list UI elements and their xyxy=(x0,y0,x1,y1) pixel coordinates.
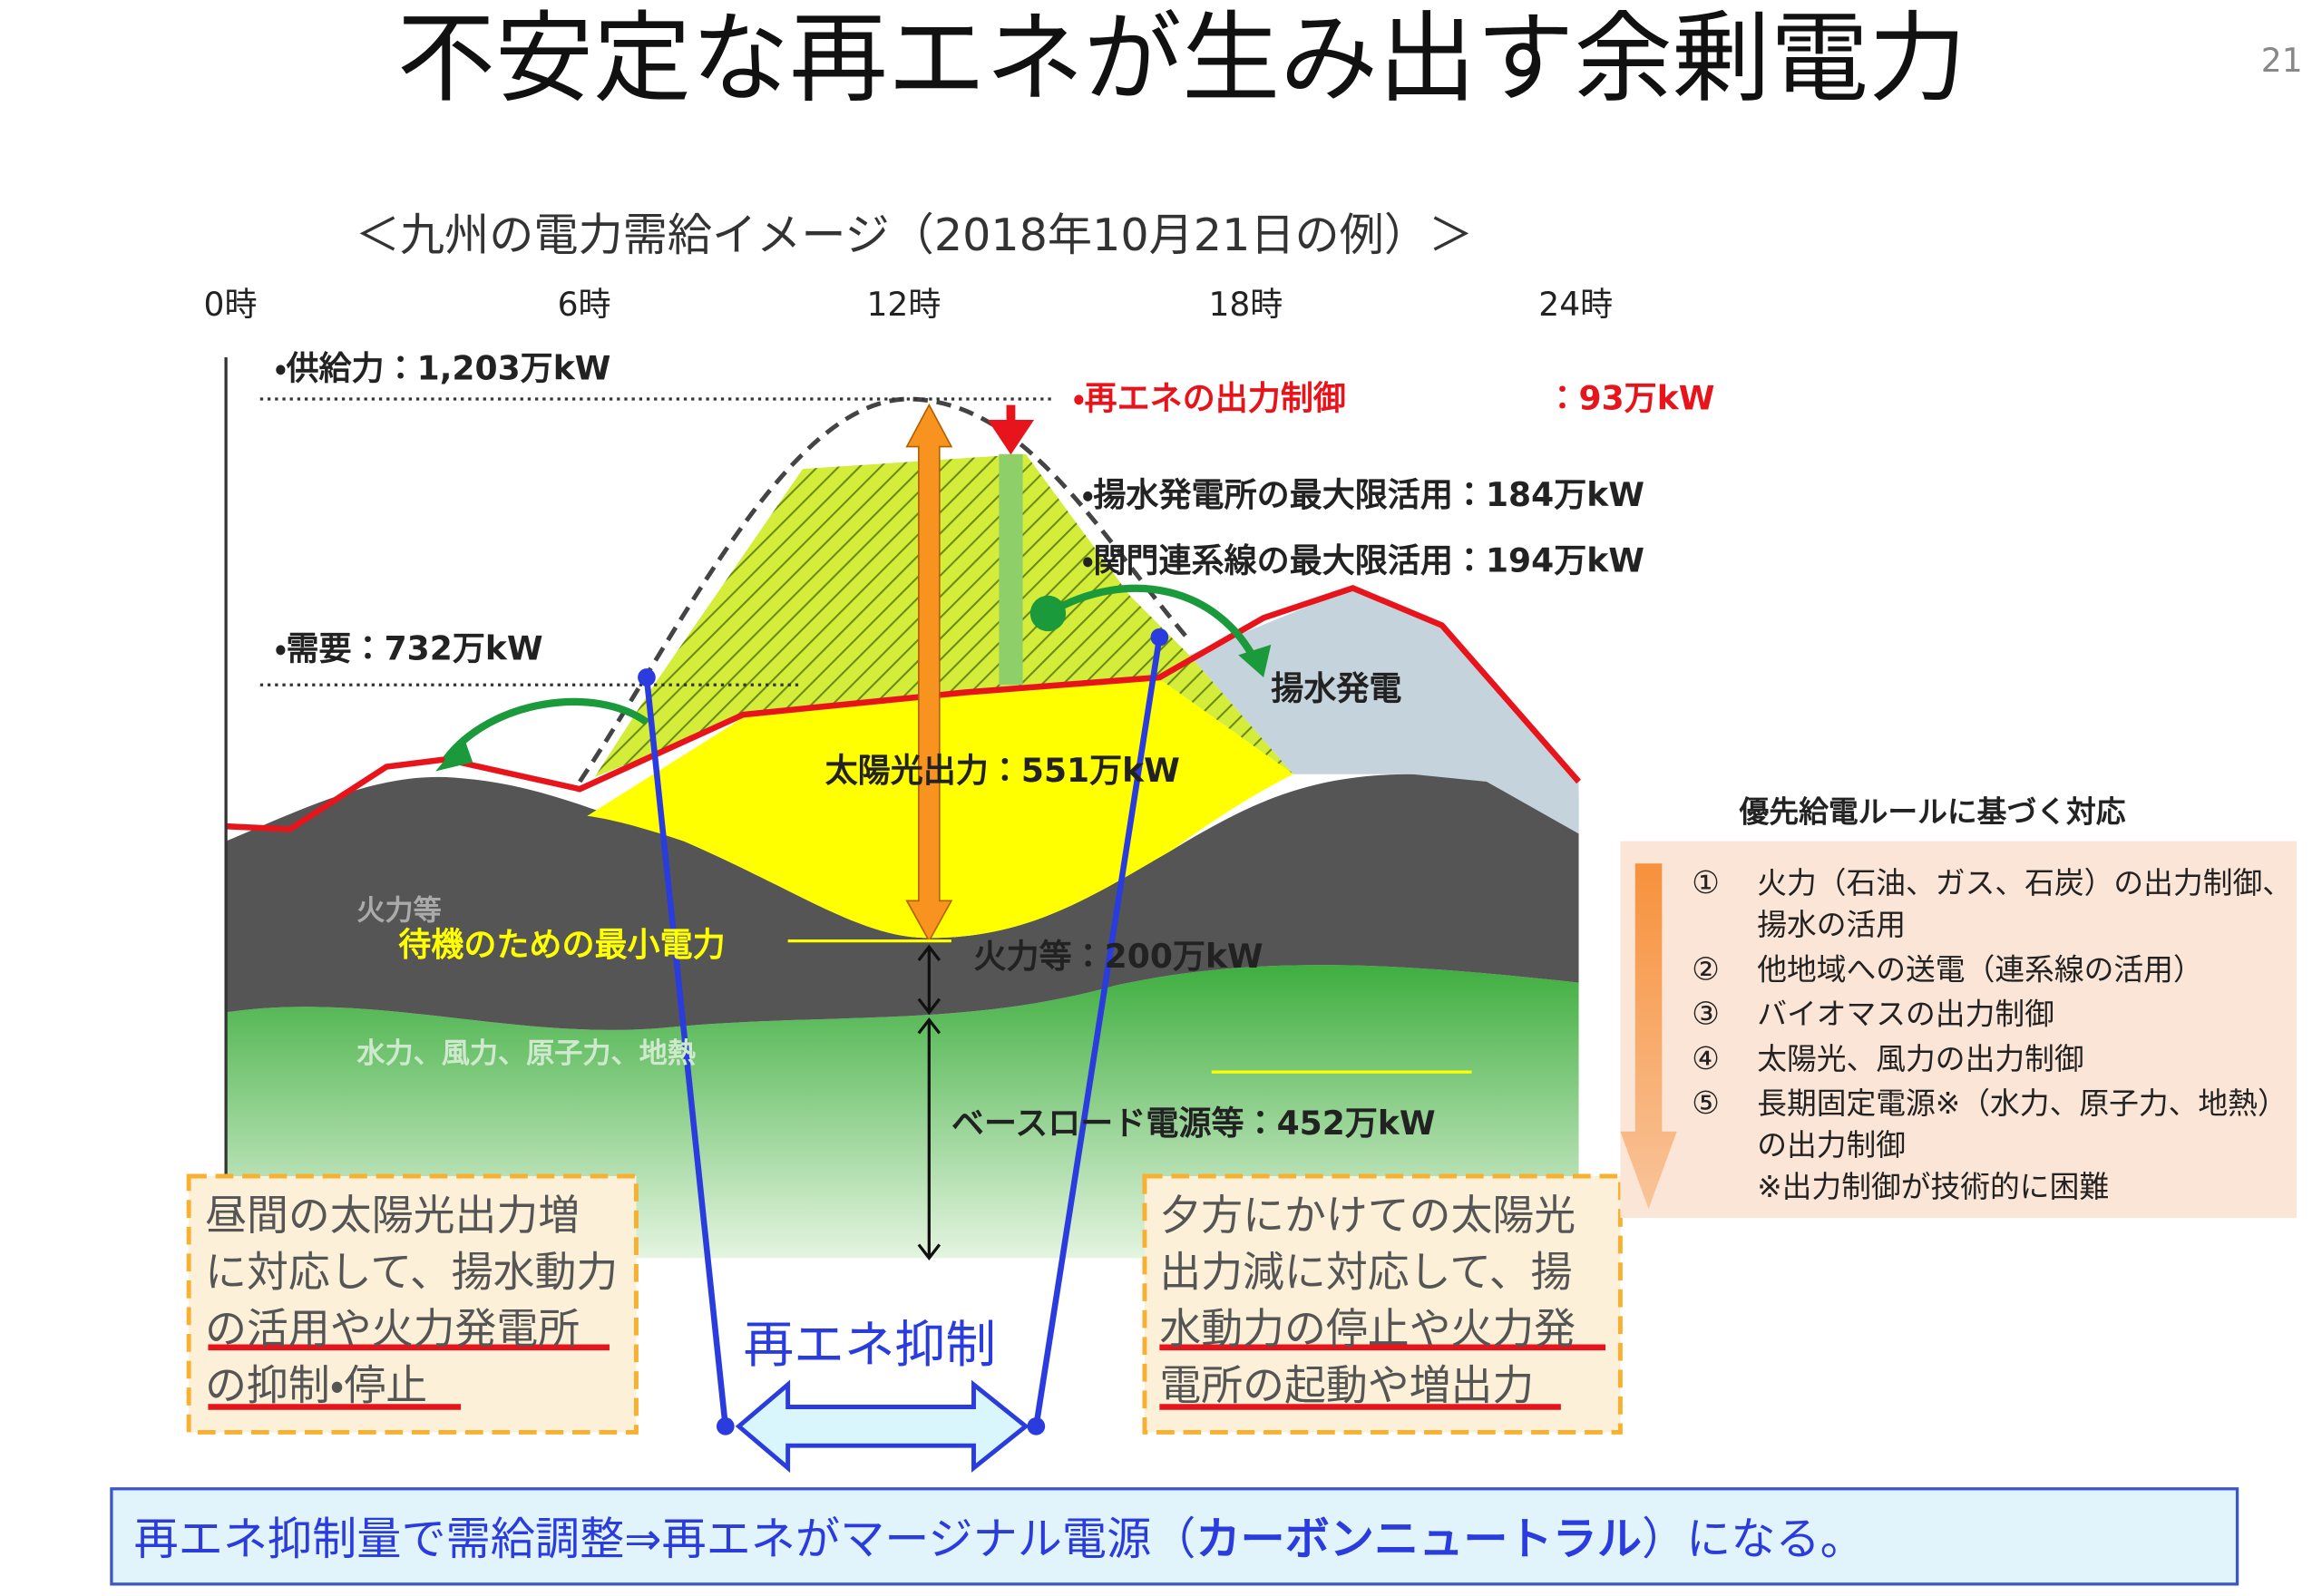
label: ・需要：732万kW xyxy=(275,629,542,667)
time-label: 0時 xyxy=(204,286,258,324)
label: ・再エネの出力制御 xyxy=(1073,379,1346,417)
label: 揚水発電 xyxy=(1271,670,1401,708)
time-axis: 0時 6時 12時 18時 24時 xyxy=(204,286,1614,324)
item-number: ① xyxy=(1692,865,1720,901)
label: ：93万kW xyxy=(1546,379,1714,417)
note-line: 夕方にかけての太陽光 xyxy=(1159,1191,1576,1240)
page-number: 21 xyxy=(2261,42,2303,80)
label: 水力、風力、原子力、地熱 xyxy=(356,1037,696,1070)
note-line: 昼間の太陽光出力増 xyxy=(205,1191,580,1240)
chart-labels: ・供給力：1,203万kW ・需要：732万kW ・再エネの出力制御 ：93万k… xyxy=(134,350,2126,1565)
note-line: の活用や火力発電所 xyxy=(205,1304,580,1353)
note-line: 電所の起動や増出力 xyxy=(1159,1360,1534,1409)
note-line: 水動力の停止や火力発 xyxy=(1159,1304,1576,1353)
diagram-title: ＜九州の電力需給イメージ（2018年10月21日の例）＞ xyxy=(356,209,1473,261)
priority-title: 優先給電ルールに基づく対応 xyxy=(1739,794,2126,829)
priority-list: ① 火力（石油、ガス、石炭）の出力制御、揚水の活用 ② 他地域への送電（連系線の活用）… xyxy=(1692,865,2292,1204)
item-text: ※出力制御が技術的に困難 xyxy=(1757,1170,2109,1204)
chart-shapes xyxy=(110,357,2298,1586)
note-line: 出力減に対応して、揚 xyxy=(1159,1247,1572,1296)
time-label: 24時 xyxy=(1538,286,1613,324)
item-text: の出力制御 xyxy=(1757,1128,1906,1163)
label: 太陽光出力：551万kW xyxy=(825,752,1180,790)
label: ・揚水発電所の最大限活用：184万kW xyxy=(1082,476,1644,514)
curtailment-label: 再エネ抑制 xyxy=(743,1316,996,1375)
footer: 再エネ抑制量で需給調整⇒再エネがマージナル電源（カーボンニュートラル）になる。 xyxy=(134,1513,1865,1565)
label: ベースロード電源等：452万kW xyxy=(951,1105,1436,1143)
time-label: 12時 xyxy=(867,286,941,324)
item-text: 太陽光、風力の出力制御 xyxy=(1757,1042,2083,1076)
item-text: 揚水の活用 xyxy=(1757,908,1906,942)
footer-text: 再エネ抑制量で需給調整⇒再エネがマージナル電源（ xyxy=(134,1513,1196,1565)
item-number: ④ xyxy=(1692,1041,1720,1077)
item-text: 長期固定電源※（水力、原子力、地熱） xyxy=(1757,1086,2288,1121)
item-number: ② xyxy=(1692,951,1720,988)
item-number: ③ xyxy=(1692,997,1720,1033)
item-text: バイオマスの出力制御 xyxy=(1757,998,2054,1032)
time-label: 6時 xyxy=(558,286,611,324)
label: ・関門連系線の最大限活用：194万kW xyxy=(1082,541,1644,579)
note-line: に対応して、揚水動力 xyxy=(205,1247,618,1296)
note-line: の抑制・停止 xyxy=(205,1360,427,1409)
footer-text: カーボンニュートラル xyxy=(1195,1513,1642,1565)
footer-text: ）になる。 xyxy=(1642,1513,1865,1565)
slide-title: 不安定な再エネが生み出す余剰電力 xyxy=(397,2,1966,116)
label: ・供給力：1,203万kW xyxy=(275,350,610,388)
item-text: 火力（石油、ガス、石炭）の出力制御、 xyxy=(1757,866,2292,900)
item-number: ⑤ xyxy=(1692,1085,1720,1122)
label: 火力等：200万kW xyxy=(973,938,1263,976)
label: 火力等 xyxy=(356,895,441,928)
time-label: 18時 xyxy=(1208,286,1283,324)
item-text: 他地域への送電（連系線の活用） xyxy=(1757,952,2203,987)
label: 待機のための最小電力 xyxy=(398,926,725,964)
